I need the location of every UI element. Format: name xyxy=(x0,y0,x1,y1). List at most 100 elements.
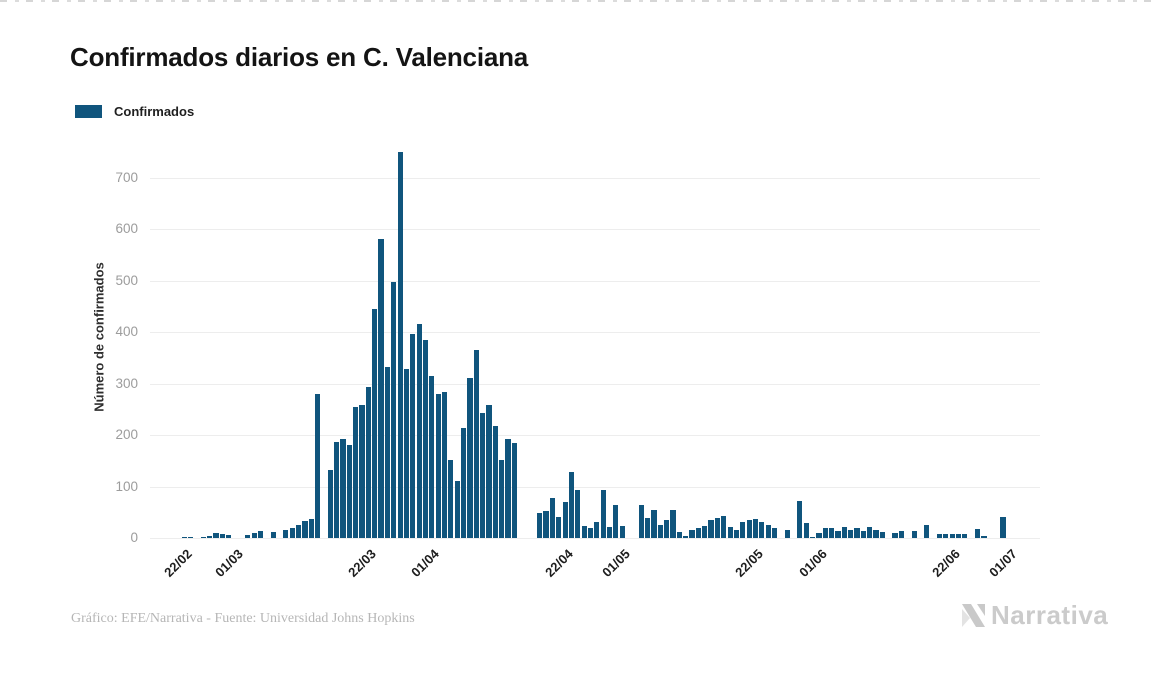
source-credit: Gráfico: EFE/Narrativa - Fuente: Univers… xyxy=(71,611,415,626)
bar-08/05 xyxy=(657,524,663,538)
bar-22/03 xyxy=(359,405,365,538)
bar-18/03 xyxy=(334,441,340,538)
bar-25/04 xyxy=(575,490,581,538)
bar-11/03 xyxy=(289,527,295,538)
bar-26/03 xyxy=(384,367,390,538)
bar-21/05 xyxy=(740,521,746,538)
bar-09/05 xyxy=(664,519,670,538)
gridline-y-700 xyxy=(150,177,1040,179)
bar-01/04 xyxy=(422,340,429,538)
bar-11/05 xyxy=(676,531,682,538)
bar-20/05 xyxy=(733,529,740,538)
bar-11/06 xyxy=(873,529,879,538)
bar-14/04 xyxy=(505,439,511,538)
bar-28/02 xyxy=(213,533,219,538)
bar-01/07 xyxy=(1000,517,1006,538)
bar-06/03 xyxy=(257,530,264,538)
bar-14/06 xyxy=(892,532,898,538)
bar-02/05 xyxy=(619,525,625,538)
bar-12/03 xyxy=(295,525,302,538)
bar-17/05 xyxy=(714,517,720,538)
bar-25/05 xyxy=(765,524,771,538)
bar-22/04 xyxy=(556,516,562,538)
bar-16/05 xyxy=(708,519,714,538)
gridline-y-600 xyxy=(150,229,1040,231)
bar-08/03 xyxy=(270,532,276,538)
bar-09/06 xyxy=(860,530,866,538)
bar-03/04 xyxy=(435,393,441,538)
bar-14/05 xyxy=(695,528,701,538)
bar-26/05 xyxy=(771,528,778,538)
bar-21/03 xyxy=(353,406,359,538)
bar-05/06 xyxy=(835,530,841,538)
bar-27/06 xyxy=(974,529,981,538)
bar-06/05 xyxy=(645,517,651,538)
bar-23/02 xyxy=(181,537,187,538)
bar-04/04 xyxy=(441,392,448,538)
bar-11/04 xyxy=(486,404,492,538)
bar-25/03 xyxy=(378,239,384,538)
bar-07/04 xyxy=(460,427,467,538)
bar-23/05 xyxy=(752,518,759,538)
chart-title: Confirmados diarios en C. Valenciana xyxy=(70,42,529,72)
bar-05/04 xyxy=(448,459,454,538)
gridline-y-0 xyxy=(150,538,1040,539)
bar-09/04 xyxy=(473,349,479,538)
bar-23/06 xyxy=(949,533,955,538)
y-tick-label-500: 500 xyxy=(115,272,138,288)
bar-13/05 xyxy=(689,529,695,538)
bar-10/04 xyxy=(480,412,486,538)
bar-05/03 xyxy=(251,533,257,538)
bar-12/04 xyxy=(492,426,498,538)
bar-19/05 xyxy=(727,526,733,538)
bar-29/02 xyxy=(219,534,225,538)
bar-19/06 xyxy=(924,525,930,538)
narrativa-logo-icon xyxy=(962,604,985,627)
bar-30/04 xyxy=(606,526,613,538)
bar-07/05 xyxy=(651,509,657,538)
bar-04/06 xyxy=(829,528,835,538)
bar-31/05 xyxy=(803,523,809,538)
bar-05/05 xyxy=(638,504,644,538)
bar-28/06 xyxy=(981,536,987,538)
bar-15/05 xyxy=(702,525,708,538)
bar-01/03 xyxy=(226,534,232,538)
bar-27/04 xyxy=(587,527,594,538)
bar-19/03 xyxy=(340,438,346,538)
bar-28/03 xyxy=(397,152,403,538)
bar-21/06 xyxy=(936,533,943,538)
bar-08/06 xyxy=(854,528,860,538)
bar-24/05 xyxy=(759,521,765,538)
gridline-y-400 xyxy=(150,332,1040,334)
bar-24/04 xyxy=(568,471,575,538)
bar-23/03 xyxy=(365,387,371,538)
bar-30/03 xyxy=(410,334,416,538)
bar-22/05 xyxy=(746,519,752,538)
gridline-y-100 xyxy=(150,486,1040,488)
bar-12/05 xyxy=(683,535,689,538)
bar-24/06 xyxy=(955,533,962,538)
y-tick-label-200: 200 xyxy=(115,427,138,443)
bar-06/04 xyxy=(454,481,460,538)
bar-04/03 xyxy=(245,535,251,538)
bar-03/06 xyxy=(822,528,828,538)
bar-14/03 xyxy=(308,518,314,538)
bar-20/04 xyxy=(543,511,549,538)
bar-23/04 xyxy=(562,501,568,538)
bar-02/06 xyxy=(816,532,822,538)
legend: Confirmados xyxy=(75,104,194,119)
bar-10/05 xyxy=(670,510,676,538)
bar-24/02 xyxy=(188,537,194,538)
bar-26/04 xyxy=(581,526,587,538)
bar-12/06 xyxy=(879,531,885,538)
bar-26/02 xyxy=(200,536,206,538)
y-tick-label-600: 600 xyxy=(115,221,138,237)
narrativa-logo-text: Narrativa xyxy=(991,600,1109,630)
gridline-y-300 xyxy=(150,383,1040,385)
legend-swatch-confirmados xyxy=(75,105,102,118)
narrativa-logo: Narrativa xyxy=(960,600,1108,631)
bar-13/03 xyxy=(302,521,308,538)
bar-17/06 xyxy=(911,530,917,538)
bar-28/05 xyxy=(784,529,790,538)
